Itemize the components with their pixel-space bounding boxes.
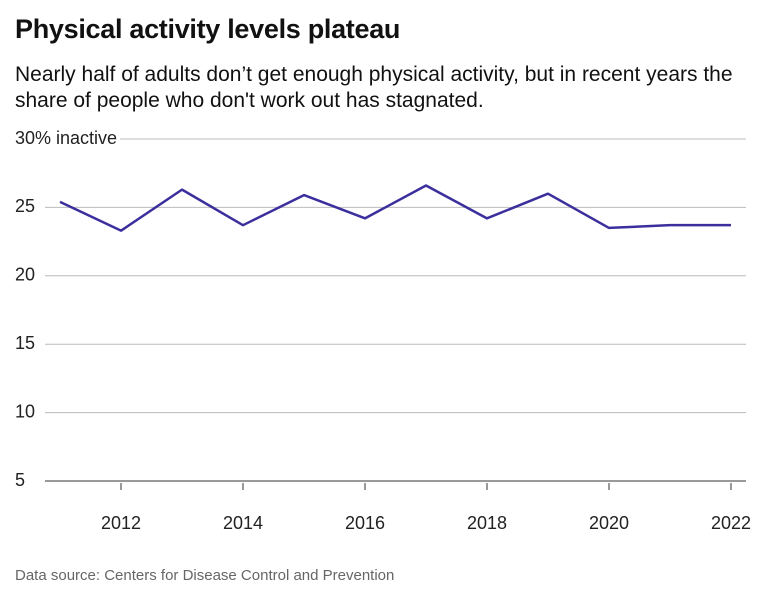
y-tick-label: 25 bbox=[15, 196, 35, 216]
y-tick-label: 5 bbox=[15, 470, 25, 490]
y-tick-label: 10 bbox=[15, 401, 35, 421]
y-tick-label: 20 bbox=[15, 265, 35, 285]
x-tick-label: 2012 bbox=[101, 513, 141, 533]
x-tick-label: 2018 bbox=[467, 513, 507, 533]
chart-title: Physical activity levels plateau bbox=[15, 14, 401, 44]
x-tick-label: 2020 bbox=[589, 513, 629, 533]
x-tick-label: 2022 bbox=[711, 513, 751, 533]
y-tick-label: 30% inactive bbox=[15, 128, 117, 148]
data-line bbox=[59, 184, 731, 232]
y-tick-label: 15 bbox=[15, 333, 35, 353]
x-tick-label: 2014 bbox=[223, 513, 263, 533]
x-tick-label: 2016 bbox=[345, 513, 385, 533]
source-note: Data source: Centers for Disease Control… bbox=[15, 567, 395, 584]
chart: 5 10 15 20 25 30% inactive 2012 2014 2016 2018 202… bbox=[15, 128, 751, 533]
chart-subtitle: Nearly half of adults don’t get enough p… bbox=[15, 63, 733, 112]
